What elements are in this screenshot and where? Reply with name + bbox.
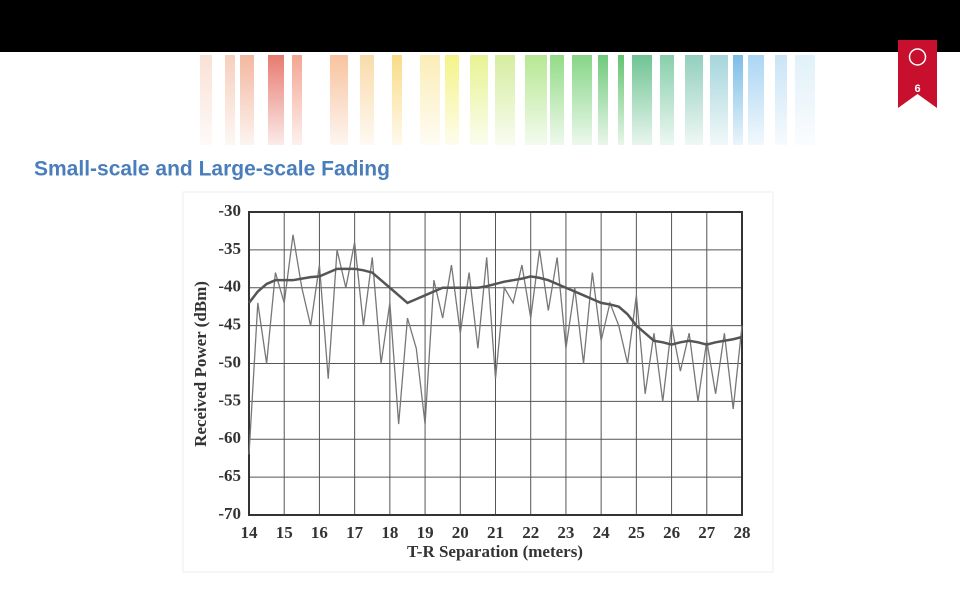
top-bar xyxy=(0,0,960,52)
x-tick-label: 16 xyxy=(311,523,328,542)
y-tick-label: -40 xyxy=(218,277,241,296)
logo xyxy=(908,48,927,66)
x-tick-label: 27 xyxy=(698,523,716,542)
x-tick-label: 14 xyxy=(241,523,259,542)
y-axis-label: Received Power (dBm) xyxy=(191,281,210,447)
y-tick-label: -45 xyxy=(218,315,241,334)
y-tick-label: -70 xyxy=(218,504,241,523)
x-tick-label: 26 xyxy=(663,523,680,542)
x-tick-label: 21 xyxy=(487,523,504,542)
x-tick-label: 19 xyxy=(417,523,434,542)
x-tick-label: 28 xyxy=(734,523,751,542)
chart-frame xyxy=(182,191,774,573)
x-tick-label: 15 xyxy=(276,523,293,542)
data-line xyxy=(248,267,743,346)
page-ribbon xyxy=(898,40,937,108)
slide-title: Small-scale and Large-scale Fading xyxy=(34,158,390,181)
y-tick-label: -35 xyxy=(218,239,241,258)
x-tick-label: 24 xyxy=(593,523,611,542)
y-tick-label: -50 xyxy=(218,352,241,371)
x-tick-label: 20 xyxy=(452,523,469,542)
x-axis-label: T-R Separation (meters) xyxy=(407,542,583,561)
y-tick-label: -30 xyxy=(218,201,241,220)
x-tick-label: 22 xyxy=(522,523,539,542)
y-tick-label: -60 xyxy=(218,428,241,447)
page-number: 6 xyxy=(914,83,920,95)
y-tick-label: -55 xyxy=(218,390,241,409)
plot-border xyxy=(248,211,743,516)
y-tick-label: -65 xyxy=(218,466,241,485)
x-tick-label: 25 xyxy=(628,523,645,542)
color-stripes xyxy=(180,55,840,145)
x-tick-label: 18 xyxy=(381,523,398,542)
x-tick-label: 23 xyxy=(557,523,574,542)
x-tick-label: 17 xyxy=(346,523,364,542)
data-line xyxy=(248,234,743,455)
